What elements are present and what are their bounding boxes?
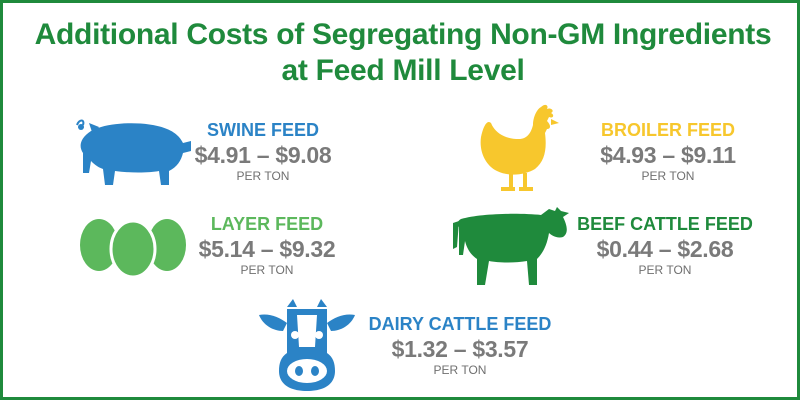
swine-feed-price: $4.91 – $9.08 <box>194 142 332 168</box>
layer-feed-name: LAYER FEED <box>210 214 324 234</box>
title-line-2: at Feed Mill Level <box>281 54 525 87</box>
cow-icon <box>453 207 569 285</box>
layer-feed-price: $5.14 – $9.32 <box>198 236 336 262</box>
broiler-feed-item: BROILER FEED $4.93 – $9.11 PER TON <box>593 119 743 184</box>
dairy-cattle-feed-name: DAIRY CATTLE FEED <box>368 314 552 334</box>
layer-feed-item: LAYER FEED $5.14 – $9.32 PER TON <box>197 213 337 278</box>
broiler-feed-name: BROILER FEED <box>600 120 735 140</box>
dairy-cattle-feed-unit: PER TON <box>433 363 487 377</box>
dairy-cattle-feed-price: $1.32 – $3.57 <box>391 336 529 362</box>
layer-feed-unit: PER TON <box>240 263 294 277</box>
page-title: Additional Costs of Segregating Non-GM I… <box>3 17 800 89</box>
dairy-cow-face-icon <box>259 299 355 391</box>
swine-feed-item: SWINE FEED $4.91 – $9.08 PER TON <box>193 119 333 184</box>
beef-cattle-feed-item: BEEF CATTLE FEED $0.44 – $2.68 PER TON <box>575 213 755 278</box>
chicken-icon <box>480 104 559 191</box>
pig-icon <box>76 119 191 185</box>
swine-feed-name: SWINE FEED <box>206 120 319 140</box>
eggs-icon <box>80 219 186 277</box>
beef-cattle-feed-price: $0.44 – $2.68 <box>596 236 734 262</box>
beef-cattle-feed-name: BEEF CATTLE FEED <box>577 214 753 234</box>
broiler-feed-price: $4.93 – $9.11 <box>600 142 736 168</box>
swine-feed-unit: PER TON <box>236 169 290 183</box>
beef-cattle-feed-unit: PER TON <box>638 263 692 277</box>
title-line-1: Additional Costs of Segregating Non-GM I… <box>34 18 772 51</box>
dairy-cattle-feed-item: DAIRY CATTLE FEED $1.32 – $3.57 PER TON <box>367 313 553 378</box>
broiler-feed-unit: PER TON <box>641 169 695 183</box>
